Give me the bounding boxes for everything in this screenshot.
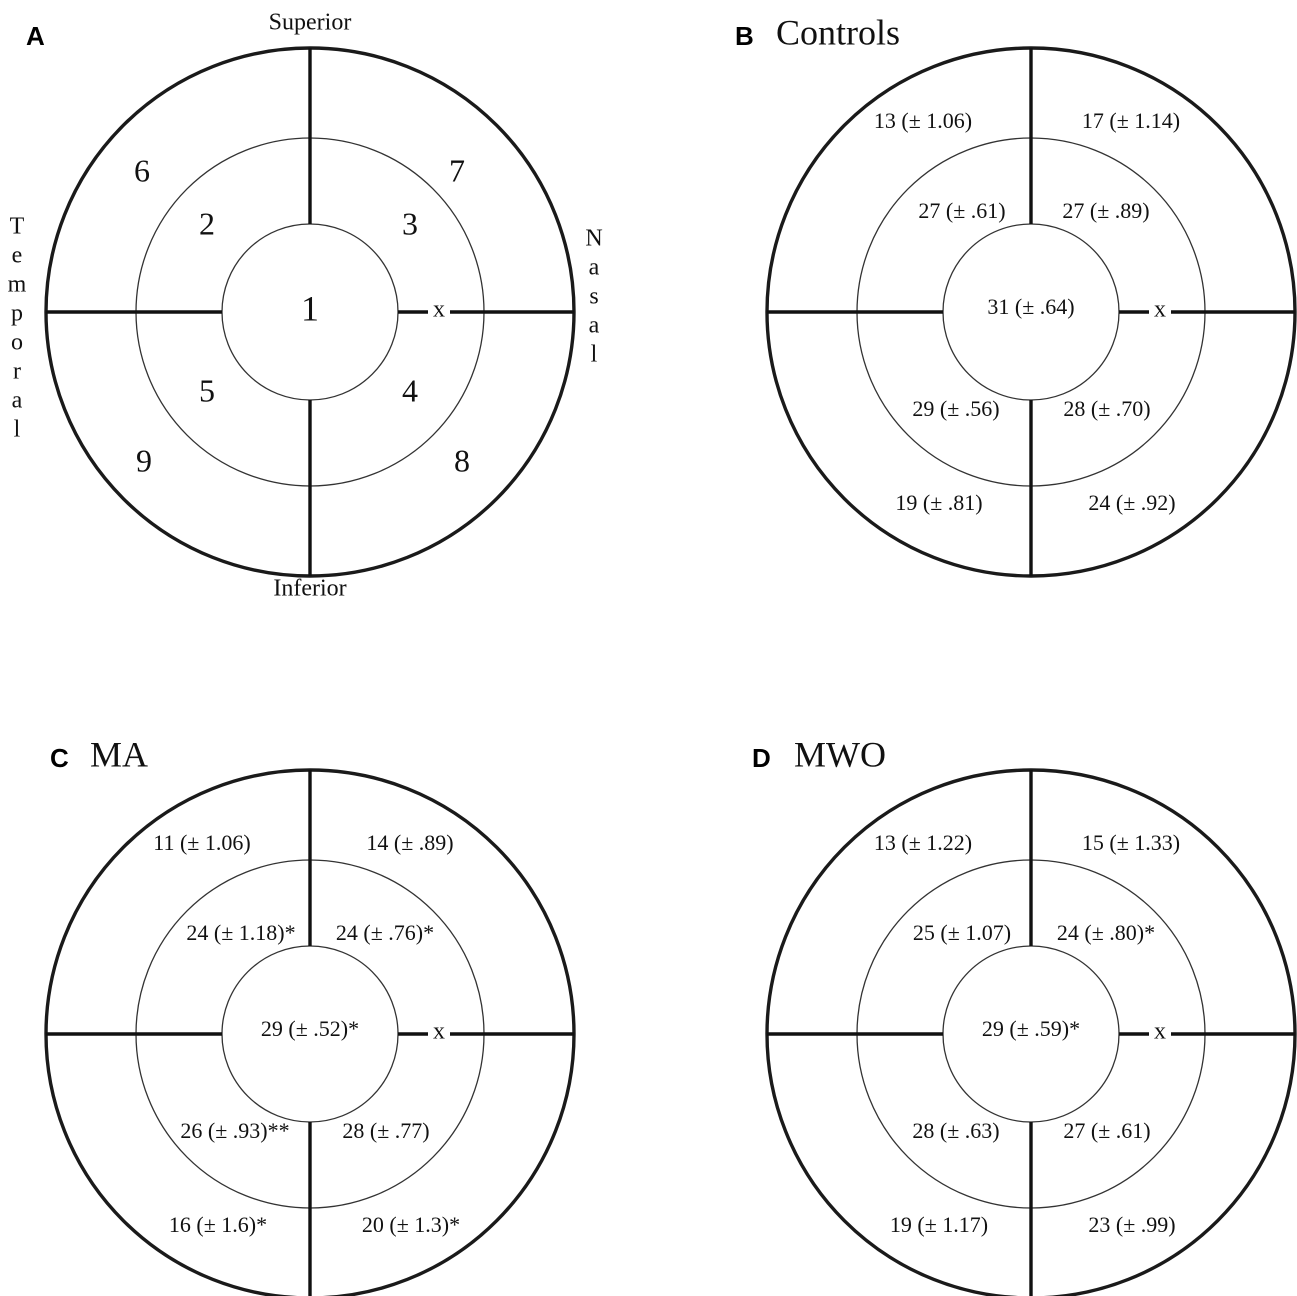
inner-superior-nasal: 24 (± .80)* [1057,920,1155,945]
panel-title: MWO [794,734,886,774]
outer-inferior-temporal: 9 [136,442,152,478]
inner-superior-nasal: 24 (± .76)* [336,920,434,945]
outer-superior-temporal: 6 [134,152,150,188]
label-nasal-letter: a [589,255,600,281]
optic-disc-marker: x [433,1019,445,1045]
panel-d: x D MWO 29 (± .59)* 25 (± 1.07) 24 (± .80)* 27… [752,734,1297,1296]
label-nasal-letter: s [589,284,598,310]
outer-superior-temporal: 13 (± 1.06) [874,108,972,133]
inner-superior-temporal: 27 (± .61) [918,198,1005,223]
inner-superior-temporal: 24 (± 1.18)* [186,920,295,945]
optic-disc-marker: x [433,297,445,323]
label-temporal-letter: e [12,243,23,269]
marker-mask [428,302,450,322]
outer-inferior-nasal: 23 (± .99) [1088,1212,1175,1237]
label-temporal-letter: a [12,388,23,414]
inner-inferior-nasal: 28 (± .70) [1063,396,1150,421]
outer-superior-nasal: 14 (± .89) [366,830,453,855]
center-sector: 29 (± .52)* [261,1016,359,1041]
outer-inferior-nasal: 8 [454,442,470,478]
outer-superior-nasal: 17 (± 1.14) [1082,108,1180,133]
outer-inferior-nasal: 20 (± 1.3)* [362,1212,460,1237]
panel-title: Controls [776,12,900,52]
outer-inferior-nasal: 24 (± .92) [1088,490,1175,515]
label-temporal-letter: p [11,301,23,327]
center-sector: 29 (± .59)* [982,1016,1080,1041]
marker-mask [1149,1024,1171,1044]
label-temporal-letter: T [10,214,25,240]
outer-superior-nasal: 15 (± 1.33) [1082,830,1180,855]
panel-letter: A [26,21,45,51]
inner-superior-nasal: 3 [402,205,418,241]
center-sector: 1 [301,288,319,328]
inner-inferior-temporal: 26 (± .93)** [180,1118,289,1143]
outer-superior-nasal: 7 [449,152,465,188]
panel-letter: B [735,21,754,51]
label-temporal-letter: o [11,330,23,356]
label-temporal-letter: r [13,359,21,385]
panel-letter: C [50,743,69,773]
outer-inferior-temporal: 19 (± .81) [895,490,982,515]
marker-mask [428,1024,450,1044]
label-nasal-letter: a [589,313,600,339]
center-sector: 31 (± .64) [987,294,1074,319]
marker-mask [1149,302,1171,322]
outer-inferior-temporal: 19 (± 1.17) [890,1212,988,1237]
inner-inferior-temporal: 28 (± .63) [912,1118,999,1143]
inner-inferior-temporal: 29 (± .56) [912,396,999,421]
label-temporal-letter: l [14,417,21,443]
panel-c: x C MA 29 (± .52)* 24 (± 1.18)* 24 (± .76)* 28… [44,734,576,1296]
outer-superior-temporal: 13 (± 1.22) [874,830,972,855]
label-inferior: Inferior [273,576,346,602]
inner-inferior-nasal: 28 (± .77) [342,1118,429,1143]
inner-superior-temporal: 2 [199,205,215,241]
optic-disc-marker: x [1154,297,1166,323]
inner-superior-nasal: 27 (± .89) [1062,198,1149,223]
label-temporal-letter: m [8,272,27,298]
outer-inferior-temporal: 16 (± 1.6)* [169,1212,267,1237]
label-nasal-letter: l [591,342,598,368]
inner-superior-temporal: 25 (± 1.07) [913,920,1011,945]
outer-superior-temporal: 11 (± 1.06) [153,830,250,855]
label-nasal-letter: N [585,226,602,252]
inner-inferior-temporal: 5 [199,372,215,408]
panel-letter: D [752,743,771,773]
panel-b: x B Controls 31 (± .64) 27 (± .61) 27 (± .89)… [735,12,1297,578]
label-superior: Superior [269,10,352,36]
inner-inferior-nasal: 27 (± .61) [1063,1118,1150,1143]
panel-title: MA [90,734,148,774]
inner-inferior-nasal: 4 [402,372,418,408]
optic-disc-marker: x [1154,1019,1166,1045]
